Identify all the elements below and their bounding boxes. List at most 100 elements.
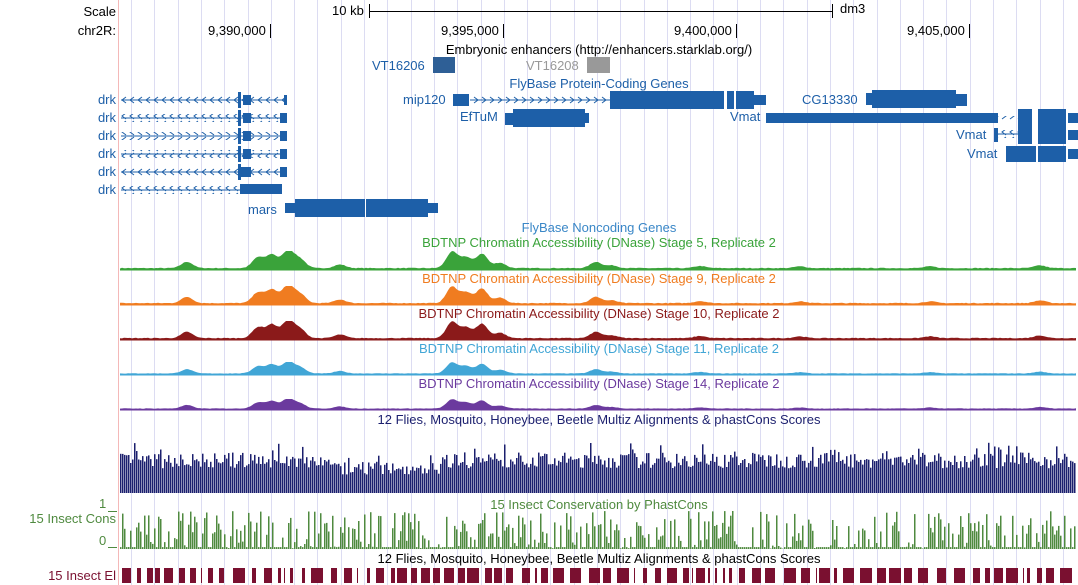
multiz-bar — [676, 453, 678, 493]
conserved-element — [264, 568, 272, 583]
phastcons-bar — [384, 547, 386, 549]
dnase-signal-layer — [120, 251, 1076, 411]
conserved-element — [458, 568, 465, 583]
phastcons-bar — [1022, 525, 1024, 549]
multiz-bar — [788, 468, 790, 493]
conserved-element — [522, 568, 530, 583]
gene-label-mip120[interactable]: mip120 — [403, 92, 446, 107]
conserved-element — [696, 568, 705, 583]
phastcons-bar — [982, 525, 984, 549]
multiz-bar — [574, 459, 576, 493]
multiz-bar — [1004, 462, 1006, 493]
multiz-bar — [492, 459, 494, 493]
gene-label-vmat[interactable]: Vmat — [956, 127, 987, 142]
multiz-bar — [128, 455, 130, 493]
phastcons-bar — [978, 521, 980, 549]
gene-label-cg13330[interactable]: CG13330 — [802, 92, 858, 107]
gene-label-vmat[interactable]: Vmat — [967, 146, 998, 161]
gene-label-drk[interactable]: drk — [97, 128, 116, 143]
phastcons-bar — [226, 547, 228, 549]
multiz-bar — [992, 455, 994, 493]
gene-label-eftum[interactable]: EfTuM — [460, 109, 498, 124]
multiz-bar — [858, 461, 860, 493]
gene-label-drk[interactable]: drk — [97, 92, 116, 107]
enhancer-feature[interactable] — [587, 57, 610, 73]
multiz-bar — [1026, 463, 1028, 493]
conserved-element — [219, 568, 224, 583]
multiz-bar — [416, 467, 418, 493]
phastcons-bar — [1024, 547, 1026, 549]
multiz-bar — [164, 459, 166, 493]
phastcons-bar — [298, 547, 300, 549]
elements-side-label[interactable]: 15 Insect El — [48, 568, 116, 583]
multiz-bar — [654, 463, 656, 493]
phastcons-bar — [230, 536, 232, 549]
multiz-bar — [890, 458, 892, 493]
multiz-bar — [604, 460, 606, 493]
multiz-bar — [1022, 452, 1024, 493]
multiz-bar — [430, 455, 432, 493]
phastcons-bar — [326, 522, 328, 549]
phastcons-bar — [880, 531, 882, 549]
multiz-bar — [730, 455, 732, 493]
phastcons-bar — [974, 523, 976, 549]
phastcons-bar — [132, 547, 134, 549]
multiz-bar — [124, 454, 126, 493]
multiz-bar — [184, 465, 186, 493]
phastcons-bar — [682, 547, 684, 549]
phastcons-bar — [450, 547, 452, 549]
phastcons-bar — [136, 527, 138, 549]
phastcons-bar — [936, 547, 938, 549]
gene-label-drk[interactable]: drk — [97, 110, 116, 125]
multiz-bar — [182, 459, 184, 493]
gene-label-drk[interactable]: drk — [97, 146, 116, 161]
gene-label-vmat[interactable]: Vmat — [730, 109, 761, 124]
multiz-bar — [798, 454, 800, 493]
multiz-bar — [362, 462, 364, 493]
phastcons-bar — [838, 547, 840, 549]
multiz-bar — [572, 459, 574, 493]
multiz-bar — [926, 466, 928, 493]
enhancer-label[interactable]: VT16206 — [372, 58, 425, 73]
multiz-bar — [636, 457, 638, 493]
enhancer-feature[interactable] — [433, 57, 455, 73]
gene-models[interactable] — [0, 0, 1078, 230]
multiz-bar — [434, 469, 436, 493]
multiz-bar — [748, 463, 750, 493]
phastcons-bar — [552, 548, 554, 549]
multiz-bar — [570, 456, 572, 493]
conserved-element — [411, 568, 417, 583]
phastcons-bar — [152, 543, 154, 549]
phastcons-bar — [558, 547, 560, 549]
multiz-bar — [1052, 465, 1054, 493]
multiz-bar — [822, 463, 824, 493]
grid-line — [620, 0, 621, 585]
gene-label-drk[interactable]: drk — [97, 164, 116, 179]
phastcons-bar — [638, 525, 640, 549]
gene-label-drk[interactable]: drk — [97, 182, 116, 197]
multiz-bar — [996, 468, 998, 493]
multiz-bar — [254, 454, 256, 493]
multiz-bar — [706, 463, 708, 493]
phastcons-bar — [852, 547, 854, 549]
phastcons-bar — [180, 520, 182, 549]
phastcons-bar — [430, 547, 432, 549]
phastcons-bar — [576, 532, 578, 549]
multiz-bar — [244, 467, 246, 493]
phastcons-bar — [388, 547, 390, 549]
multiz-bar — [228, 453, 230, 493]
multiz-bar — [872, 459, 874, 493]
phastcons-bar — [310, 546, 312, 549]
gene-label-mars[interactable]: mars — [248, 202, 277, 217]
multiz-bar — [620, 454, 622, 493]
phastcons-bar — [670, 520, 672, 549]
multiz-bar — [914, 459, 916, 493]
multiz-bar — [286, 456, 288, 493]
enhancer-label[interactable]: VT16208 — [526, 58, 579, 73]
multiz-bar — [478, 457, 480, 493]
multiz-bar — [860, 459, 862, 493]
multiz-bar — [750, 464, 752, 493]
phastcons-side-label[interactable]: 15 Insect Cons — [29, 511, 116, 526]
phastcons-bar — [524, 524, 526, 549]
phastcons-bar — [1010, 547, 1012, 549]
